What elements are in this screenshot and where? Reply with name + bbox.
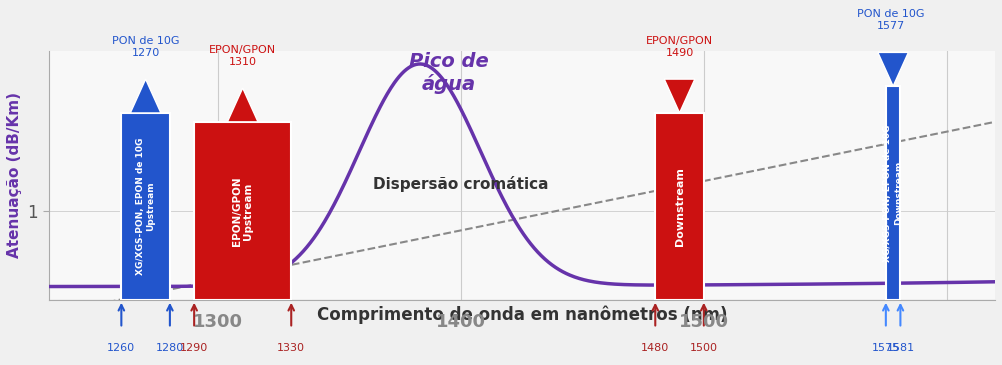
Text: Pico de
água: Pico de água xyxy=(409,52,489,94)
Polygon shape xyxy=(878,53,909,86)
X-axis label: Comprimento de onda em nanômetros (nm): Comprimento de onda em nanômetros (nm) xyxy=(317,306,727,324)
Polygon shape xyxy=(227,88,258,122)
Text: 1260: 1260 xyxy=(107,343,135,353)
FancyBboxPatch shape xyxy=(121,113,170,300)
Polygon shape xyxy=(664,79,694,113)
Text: EPON/GPON
Upstream: EPON/GPON Upstream xyxy=(231,176,254,246)
Y-axis label: Atenuação (dB/Km): Atenuação (dB/Km) xyxy=(7,92,22,258)
Text: XG/XGS-PON, EPON de 10G
Downstream: XG/XGS-PON, EPON de 10G Downstream xyxy=(884,124,903,262)
Text: Dispersão cromática: Dispersão cromática xyxy=(374,176,549,192)
Text: 1400: 1400 xyxy=(436,313,486,331)
Text: XG/XGS-PON, EPON de 10G
Upstream: XG/XGS-PON, EPON de 10G Upstream xyxy=(136,138,155,275)
Text: 1575: 1575 xyxy=(872,343,900,353)
Text: PON de 10G
1577: PON de 10G 1577 xyxy=(857,9,925,31)
FancyBboxPatch shape xyxy=(655,113,703,300)
Text: EPON/GPON
1310: EPON/GPON 1310 xyxy=(209,45,277,67)
FancyBboxPatch shape xyxy=(194,122,292,300)
Text: Downstream: Downstream xyxy=(674,167,684,246)
Polygon shape xyxy=(130,79,161,113)
FancyBboxPatch shape xyxy=(886,86,901,300)
Text: 1581: 1581 xyxy=(887,343,915,353)
Text: 1290: 1290 xyxy=(180,343,208,353)
Text: 1280: 1280 xyxy=(155,343,184,353)
Text: 1500: 1500 xyxy=(689,343,717,353)
Text: 1330: 1330 xyxy=(278,343,306,353)
Text: 1500: 1500 xyxy=(678,313,728,331)
Text: PON de 10G
1270: PON de 10G 1270 xyxy=(112,36,179,58)
Text: EPON/GPON
1490: EPON/GPON 1490 xyxy=(646,36,713,58)
Text: 1300: 1300 xyxy=(193,313,243,331)
Text: 1480: 1480 xyxy=(641,343,669,353)
